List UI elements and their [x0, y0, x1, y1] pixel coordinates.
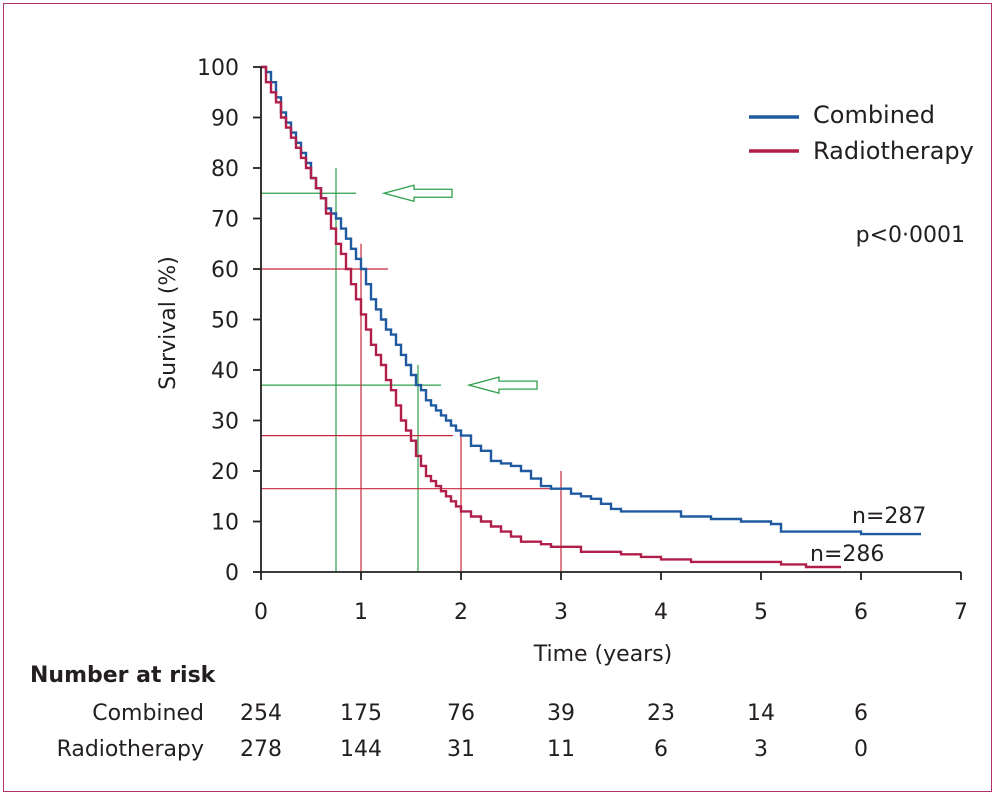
risk-value-combined-6: 6: [854, 701, 868, 726]
y-tick-label-10: 100: [197, 56, 239, 81]
risk-row-label-combined: Combined: [92, 701, 204, 726]
x-tick-label-5: 5: [754, 600, 768, 625]
y-tick-label-1: 10: [211, 511, 239, 536]
y-tick-label-0: 0: [225, 561, 239, 586]
y-axis-label: Survival (%): [156, 256, 181, 390]
risk-value-radiotherapy-0: 278: [240, 737, 282, 762]
risk-row-label-radiotherapy: Radiotherapy: [57, 737, 204, 762]
risk-value-radiotherapy-6: 0: [854, 737, 868, 762]
x-tick-label-2: 2: [454, 600, 468, 625]
risk-value-radiotherapy-4: 6: [654, 737, 668, 762]
p-value: p<0·0001: [856, 223, 965, 248]
series-line-radiotherapy: [261, 65, 841, 569]
x-tick-label-3: 3: [554, 600, 568, 625]
risk-value-radiotherapy-5: 3: [754, 737, 768, 762]
risk-value-combined-1: 175: [340, 701, 382, 726]
reference-lines: [261, 168, 562, 572]
x-tick-label-6: 6: [854, 600, 868, 625]
y-tick-label-5: 50: [211, 309, 239, 334]
y-tick-label-3: 30: [211, 410, 239, 435]
x-tick-label-1: 1: [354, 600, 368, 625]
survival-curves: [261, 65, 921, 569]
y-tick-label-2: 20: [211, 460, 239, 485]
risk-value-combined-3: 39: [547, 701, 575, 726]
figure-frame: [3, 3, 992, 792]
risk-value-combined-4: 23: [647, 701, 675, 726]
x-tick-label-0: 0: [254, 600, 268, 625]
legend-label-combined: Combined: [813, 101, 935, 129]
risk-value-combined-5: 14: [747, 701, 775, 726]
end-label-combined: n=287: [852, 504, 926, 529]
reference-arrows: [381, 184, 538, 394]
y-tick-label-7: 70: [211, 208, 239, 233]
risk-value-combined-0: 254: [240, 701, 282, 726]
legend: Combined Radiotherapy: [749, 101, 974, 165]
risk-values: 254 175 76 39 23 14 6 278 144 31 11 6 3 0: [240, 701, 868, 762]
risk-value-combined-2: 76: [447, 701, 475, 726]
left-arrow-icon-0: [381, 184, 453, 203]
y-tick-label-9: 90: [211, 107, 239, 132]
y-tick-label-4: 40: [211, 359, 239, 384]
y-tick-label-8: 80: [211, 157, 239, 182]
risk-value-radiotherapy-2: 31: [447, 737, 475, 762]
legend-label-radiotherapy: Radiotherapy: [813, 137, 974, 165]
end-label-radiotherapy: n=286: [810, 542, 884, 567]
x-tick-label-7: 7: [954, 600, 968, 625]
risk-table-title: Number at risk: [30, 663, 217, 688]
x-axis-label: Time (years): [533, 642, 673, 667]
y-tick-label-6: 60: [211, 258, 239, 283]
risk-value-radiotherapy-1: 144: [340, 737, 382, 762]
left-arrow-icon-1: [466, 376, 538, 394]
number-at-risk-table: Number at risk Combined Radiotherapy 254…: [30, 663, 868, 762]
risk-value-radiotherapy-3: 11: [547, 737, 575, 762]
x-tick-label-4: 4: [654, 600, 668, 625]
